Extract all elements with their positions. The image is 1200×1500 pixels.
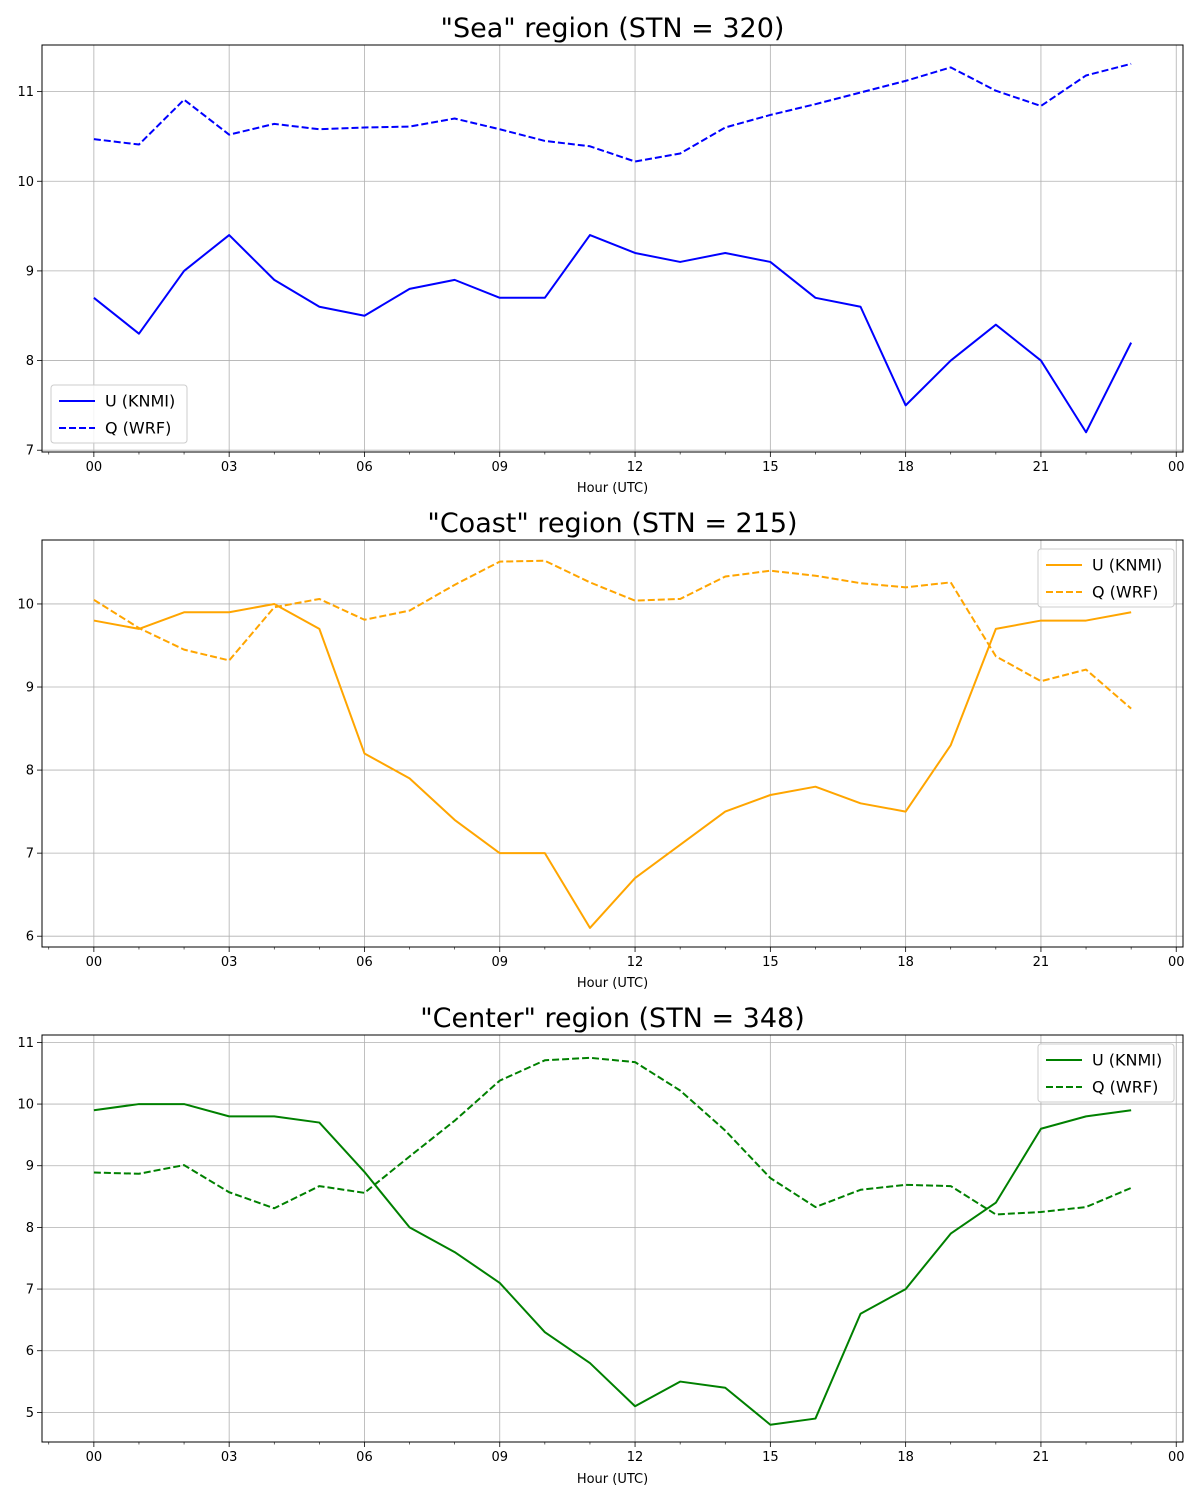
x-tick-label: 03 [221,955,238,970]
x-tick-label: 15 [762,955,779,970]
x-axis-label: Hour (UTC) [577,1472,648,1487]
x-tick-label: 15 [762,1450,779,1465]
y-tick-label: 11 [17,85,34,100]
x-tick-label: 00 [86,955,103,970]
x-tick-label: 00 [1168,460,1185,475]
legend-entry: Q (WRF) [1092,1078,1158,1097]
x-tick-label: 00 [86,1450,103,1465]
grid [42,540,1183,947]
y-tick-label: 10 [17,597,34,612]
y-tick-label: 9 [26,264,34,279]
x-tick-label: 18 [897,1450,914,1465]
grid [42,1035,1183,1442]
series-group [93,559,1132,929]
x-tick-label: 21 [1033,1450,1050,1465]
center-region-panel: "Center" region (STN = 348) Hour (UTC) 0… [17,1003,1184,1487]
x-tick-label: 00 [1168,1450,1185,1465]
x-tick-label: 09 [491,955,508,970]
x-tick-label: 18 [897,460,914,475]
legend-entry: Q (WRF) [105,419,171,438]
x-tick-label: 09 [491,1450,508,1465]
y-tick-label: 8 [26,1221,34,1236]
legend: U (KNMI) Q (WRF) [1037,1043,1175,1103]
x-axis-label: Hour (UTC) [577,481,648,496]
x-tick-label: 21 [1033,955,1050,970]
x-tick-label: 12 [627,460,644,475]
y-tick-label: 8 [26,764,34,779]
axes-frame [41,1034,1184,1443]
x-axis-label: Hour (UTC) [577,976,648,991]
u-knmi-series-line [93,1103,1132,1426]
axes-frame [41,539,1184,948]
sea-region-panel: "Sea" region (STN = 320) Hour (UTC) 00 03… [17,13,1184,496]
y-tick-label: 11 [17,1036,34,1051]
x-tick-label: 09 [491,460,508,475]
q-wrf-series-line [93,62,1132,163]
y-tick-label: 6 [26,930,34,945]
q-wrf-series-line [93,1056,1132,1216]
x-tick-label: 03 [221,460,238,475]
coast-region-panel: "Coast" region (STN = 215) Hour (UTC) 00… [17,508,1184,991]
x-tick-label: 06 [356,955,373,970]
axes-frame [41,44,1184,453]
y-tick-label: 5 [26,1406,34,1421]
y-tick-label: 9 [26,681,34,696]
x-tick-label: 03 [221,1450,238,1465]
u-knmi-series-line [93,234,1133,434]
x-tick-label: 00 [86,460,103,475]
x-tick-label: 12 [627,1450,644,1465]
panel-title: "Center" region (STN = 348) [420,1003,805,1034]
legend: U (KNMI) Q (WRF) [50,384,188,444]
panel-title: "Sea" region (STN = 320) [441,13,785,44]
series-group [93,62,1133,434]
u-knmi-series-line [93,602,1132,929]
y-tick-label: 8 [26,354,34,369]
ticks: 00 03 06 09 12 15 18 21 00 5 6 7 8 9 10 11 [17,1036,1184,1465]
x-tick-label: 18 [897,955,914,970]
x-tick-label: 06 [356,1450,373,1465]
x-tick-label: 15 [762,460,779,475]
y-tick-label: 7 [26,444,34,459]
y-tick-label: 10 [17,175,34,190]
x-tick-label: 12 [627,955,644,970]
q-wrf-series-line [93,559,1132,710]
legend-entry: U (KNMI) [1092,556,1162,575]
legend-entry: U (KNMI) [105,392,175,411]
y-tick-label: 9 [26,1159,34,1174]
panel-title: "Coast" region (STN = 215) [427,508,797,539]
y-tick-label: 7 [26,847,34,862]
ticks: 00 03 06 09 12 15 18 21 00 6 7 8 9 10 [17,597,1184,970]
x-tick-label: 06 [356,460,373,475]
series-group [93,1056,1132,1426]
x-tick-label: 00 [1168,955,1185,970]
legend-entry: U (KNMI) [1092,1051,1162,1070]
ticks: 00 03 06 09 12 15 18 21 00 7 8 9 10 11 [17,85,1184,475]
legend-entry: Q (WRF) [1092,583,1158,602]
legend: U (KNMI) Q (WRF) [1037,548,1175,608]
x-tick-label: 21 [1033,460,1050,475]
grid [42,45,1183,452]
y-tick-label: 6 [26,1344,34,1359]
y-tick-label: 10 [17,1098,34,1113]
y-tick-label: 7 [26,1283,34,1298]
